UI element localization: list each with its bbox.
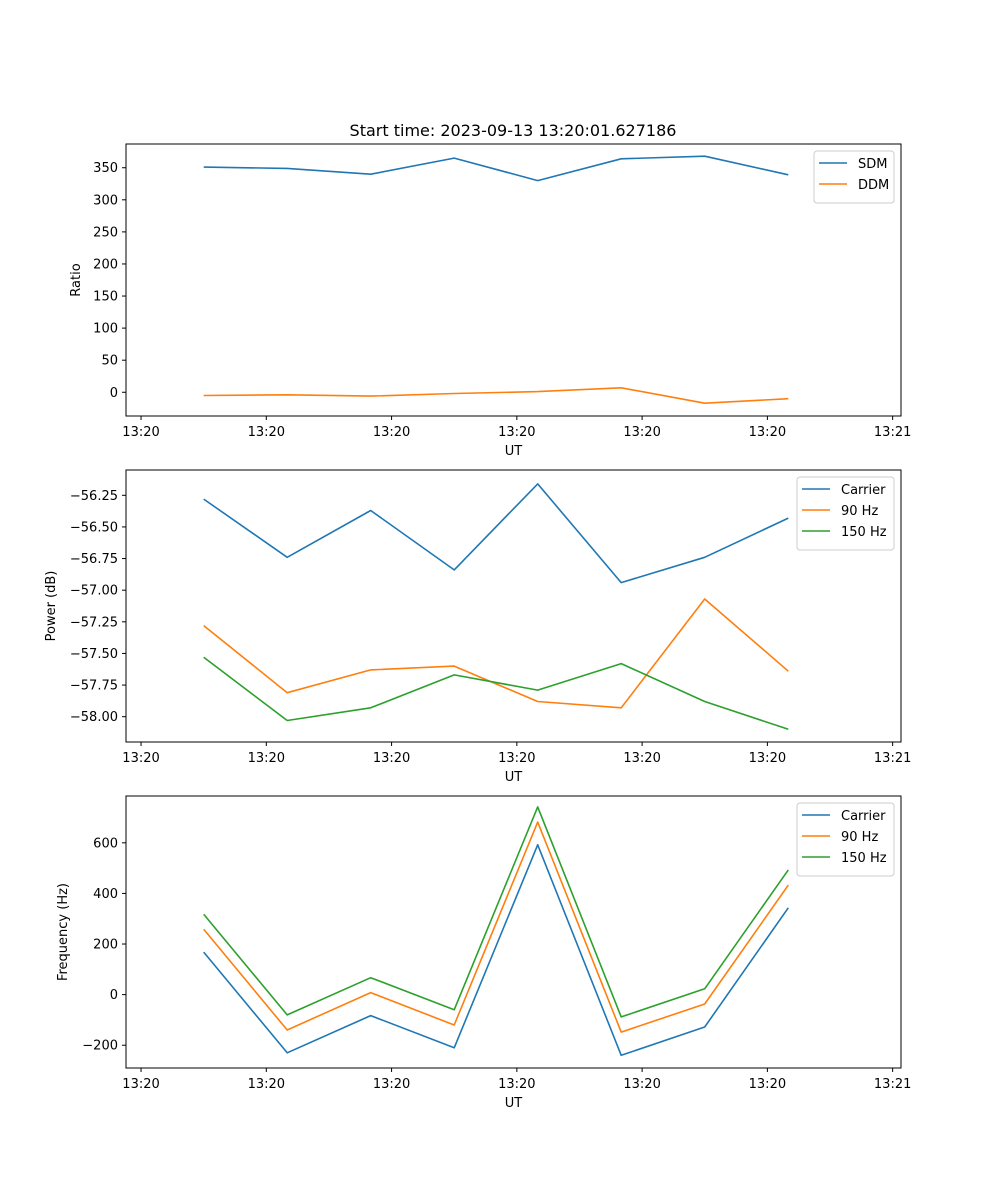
series-line-150-hz	[203, 656, 789, 731]
y-tick-label: −56.75	[70, 552, 118, 567]
x-tick-label: 13:20	[248, 1077, 285, 1092]
legend-entry: 90 Hz	[841, 830, 878, 845]
axes-frame	[125, 143, 902, 417]
series-line-ddm	[203, 386, 789, 405]
subplot-1: 13:20 13:20 13:20 13:20 13:20 13:20 13:21 0 50 10…	[69, 143, 911, 459]
y-axis-label: Ratio	[69, 263, 84, 296]
x-tick-label: 13:21	[874, 425, 911, 440]
y-tick-label: 400	[93, 887, 118, 902]
x-tick-label: 13:20	[248, 751, 285, 766]
x-tick-label: 13:20	[623, 425, 660, 440]
x-tick-label: 13:20	[122, 751, 159, 766]
y-tick-label: 0	[110, 386, 118, 401]
series-line-carrier	[203, 843, 789, 1057]
y-tick-label: 150	[93, 290, 118, 305]
y-tick-label: 600	[93, 836, 118, 851]
x-axis-label: UT	[505, 770, 523, 785]
x-tick-label: 13:20	[498, 1077, 535, 1092]
series-line-carrier	[203, 483, 789, 584]
legend: Carrier 90 Hz 150 Hz	[796, 802, 895, 877]
figure-title: Start time: 2023-09-13 13:20:01.627186	[350, 121, 677, 140]
x-tick-label: 13:20	[248, 425, 285, 440]
x-tick-label: 13:21	[874, 1077, 911, 1092]
y-tick-label: 250	[93, 225, 118, 240]
y-tick-label: 200	[93, 257, 118, 272]
y-tick-label: 50	[101, 354, 118, 369]
y-tick-label: 350	[93, 161, 118, 176]
legend-entry: SDM	[858, 157, 887, 172]
y-axis-label: Frequency (Hz)	[56, 883, 71, 981]
y-tick-label: −58.00	[70, 710, 118, 725]
y-tick-label: −56.50	[70, 520, 118, 535]
x-tick-label: 13:20	[373, 751, 410, 766]
legend-entry: 150 Hz	[841, 525, 887, 540]
x-tick-label: 13:20	[623, 751, 660, 766]
legend-entry: Carrier	[841, 483, 886, 498]
series-line-150-hz	[203, 806, 789, 1018]
x-tick-label: 13:20	[498, 425, 535, 440]
y-tick-label: −57.75	[70, 679, 118, 694]
legend-entry: Carrier	[841, 809, 886, 824]
x-tick-label: 13:21	[874, 751, 911, 766]
y-tick-label: −200	[82, 1039, 118, 1054]
x-tick-label: 13:20	[749, 751, 786, 766]
legend-entry: 150 Hz	[841, 851, 887, 866]
y-tick-label: −57.25	[70, 615, 118, 630]
x-tick-label: 13:20	[498, 751, 535, 766]
x-tick-label: 13:20	[623, 1077, 660, 1092]
legend-entry: 90 Hz	[841, 504, 878, 519]
x-axis-label: UT	[505, 444, 523, 459]
series-line-90-hz	[203, 598, 789, 709]
y-tick-label: 100	[93, 322, 118, 337]
x-tick-label: 13:20	[373, 425, 410, 440]
legend-box	[813, 150, 895, 204]
series-line-sdm	[203, 155, 789, 182]
y-tick-label: −57.50	[70, 647, 118, 662]
x-tick-label: 13:20	[749, 1077, 786, 1092]
y-tick-label: 0	[110, 988, 118, 1003]
x-tick-label: 13:20	[749, 425, 786, 440]
y-tick-label: −56.25	[70, 489, 118, 504]
y-tick-label: 300	[93, 193, 118, 208]
series-line-90-hz	[203, 821, 789, 1033]
legend: SDM DDM	[813, 150, 895, 204]
x-tick-label: 13:20	[122, 425, 159, 440]
subplots: 13:20 13:20 13:20 13:20 13:20 13:20 13:21 0 50 10…	[44, 143, 911, 1111]
x-tick-label: 13:20	[373, 1077, 410, 1092]
y-tick-label: 200	[93, 938, 118, 953]
axes-frame	[125, 469, 902, 743]
subplot-2: 13:20 13:20 13:20 13:20 13:20 13:20 13:21 −58.0…	[44, 469, 911, 785]
y-axis-label: Power (dB)	[44, 571, 59, 642]
legend-entry: DDM	[858, 178, 889, 193]
subplot-3: 13:20 13:20 13:20 13:20 13:20 13:20 13:21 −200 0…	[56, 795, 911, 1111]
x-axis-label: UT	[505, 1096, 523, 1111]
y-tick-label: −57.00	[70, 584, 118, 599]
axes-frame	[125, 795, 902, 1069]
x-tick-label: 13:20	[122, 1077, 159, 1092]
legend: Carrier 90 Hz 150 Hz	[796, 476, 895, 551]
